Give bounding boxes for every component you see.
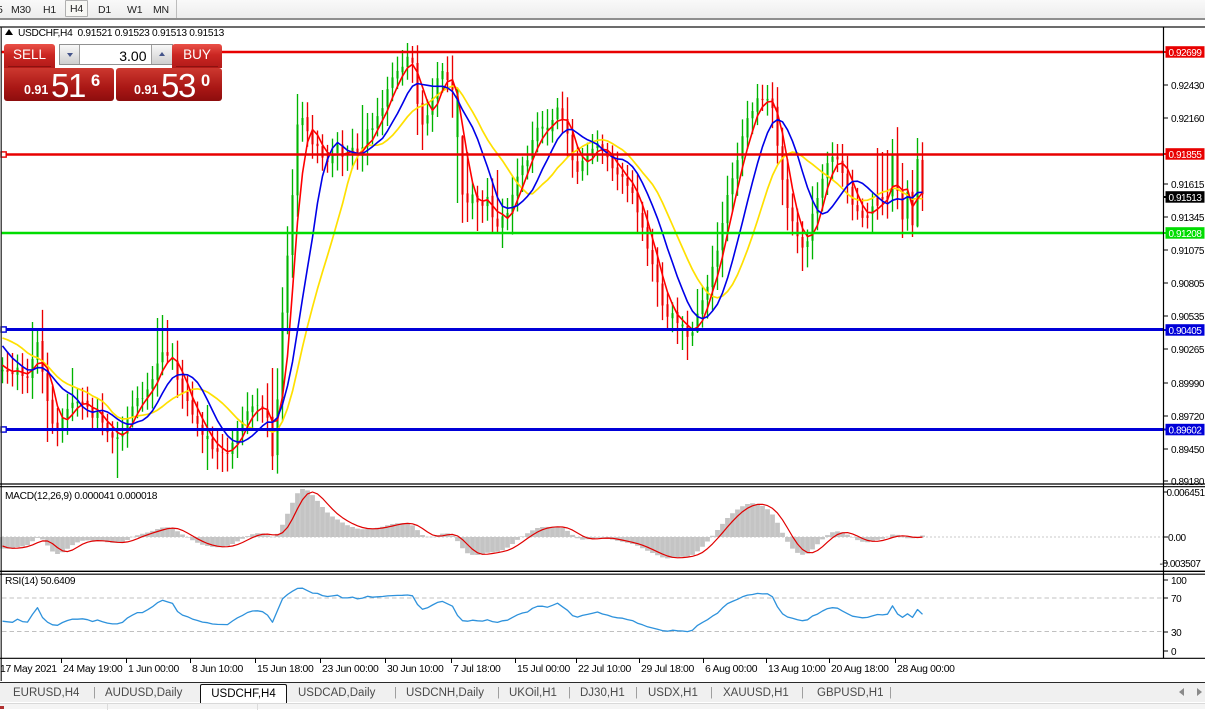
svg-text:0.89180: 0.89180 [1171, 477, 1205, 488]
svg-text:0.91345: 0.91345 [1171, 213, 1205, 224]
svg-text:0.89602: 0.89602 [1169, 426, 1203, 437]
svg-text:0.91615: 0.91615 [1171, 180, 1205, 191]
svg-text:0.89450: 0.89450 [1171, 445, 1205, 456]
svg-text:0.89990: 0.89990 [1171, 379, 1205, 390]
svg-text:22 Jul 10:00: 22 Jul 10:00 [578, 664, 632, 675]
svg-text:0.91075: 0.91075 [1171, 246, 1205, 257]
svg-text:0.92430: 0.92430 [1171, 81, 1205, 92]
svg-text:15 Jun 18:00: 15 Jun 18:00 [257, 664, 314, 675]
svg-text:13 Aug 10:00: 13 Aug 10:00 [768, 664, 826, 675]
svg-text:29 Jul 18:00: 29 Jul 18:00 [641, 664, 695, 675]
svg-text:6 Aug 00:00: 6 Aug 00:00 [705, 664, 758, 675]
svg-text:0.91855: 0.91855 [1169, 150, 1203, 161]
svg-text:30 Jun 10:00: 30 Jun 10:00 [387, 664, 444, 675]
svg-text:20 Aug 18:00: 20 Aug 18:00 [831, 664, 889, 675]
svg-text:0.92699: 0.92699 [1169, 48, 1203, 59]
svg-text:0.91208: 0.91208 [1169, 229, 1203, 240]
svg-text:1 Jun 00:00: 1 Jun 00:00 [128, 664, 180, 675]
svg-text:17 May 2021: 17 May 2021 [0, 664, 57, 675]
svg-text:0.90805: 0.90805 [1171, 279, 1205, 290]
svg-text:USDCHF,H4 0.91521 0.91523 0.9: USDCHF,H4 0.91521 0.91523 0.91513 0.9151… [18, 28, 225, 39]
svg-text:24 May 19:00: 24 May 19:00 [63, 664, 123, 675]
svg-text:70: 70 [1171, 594, 1182, 605]
svg-text:0.92160: 0.92160 [1171, 114, 1205, 125]
svg-text:0.90405: 0.90405 [1169, 326, 1203, 337]
svg-text:0: 0 [1171, 647, 1177, 658]
svg-text:8 Jun 10:00: 8 Jun 10:00 [192, 664, 244, 675]
svg-text:0.91513: 0.91513 [1169, 193, 1203, 204]
svg-text:30: 30 [1171, 628, 1182, 639]
svg-text:28 Aug 00:00: 28 Aug 00:00 [897, 664, 955, 675]
svg-text:0.89720: 0.89720 [1171, 412, 1205, 423]
svg-text:0.90265: 0.90265 [1171, 345, 1205, 356]
svg-text:100: 100 [1171, 576, 1187, 587]
svg-text:0.006451: 0.006451 [1167, 488, 1205, 499]
svg-text:23 Jun 00:00: 23 Jun 00:00 [322, 664, 379, 675]
svg-text:7 Jul 18:00: 7 Jul 18:00 [453, 664, 501, 675]
svg-text:-0.003507: -0.003507 [1160, 559, 1202, 570]
svg-text:RSI(14) 50.6409: RSI(14) 50.6409 [5, 576, 76, 587]
svg-text:MACD(12,26,9) 0.000041 0.00001: MACD(12,26,9) 0.000041 0.000018 [5, 491, 158, 502]
svg-text:0.90535: 0.90535 [1171, 312, 1205, 323]
svg-text:0.00: 0.00 [1168, 533, 1187, 544]
svg-text:15 Jul 00:00: 15 Jul 00:00 [517, 664, 571, 675]
